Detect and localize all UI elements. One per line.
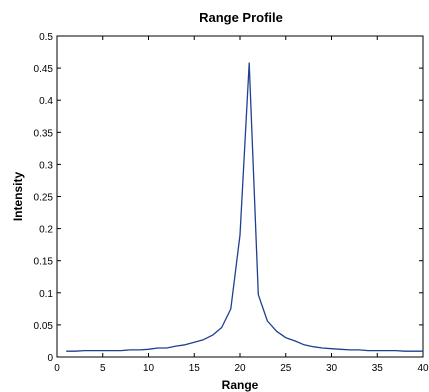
- y-tick-label: 0.15: [34, 257, 54, 268]
- y-tick-label: 0.5: [39, 32, 53, 43]
- x-tick-label: 10: [143, 363, 155, 374]
- y-tick-label: 0.1: [39, 289, 53, 300]
- y-tick-label: 0.2: [39, 225, 53, 236]
- y-axis-label: Intensity: [11, 172, 25, 222]
- y-tick-label: 0.05: [34, 321, 54, 332]
- y-tick-label: 0: [47, 353, 53, 364]
- y-tick-label: 0.3: [39, 160, 53, 171]
- y-tick-label: 0.4: [39, 96, 53, 107]
- series-layer: [66, 62, 423, 352]
- x-tick-label: 20: [234, 363, 246, 374]
- x-axis-ticks: 0 5 10 15 20 25 30 35 40: [54, 36, 429, 374]
- x-axis-label: Range: [222, 378, 259, 392]
- x-tick-label: 15: [189, 363, 201, 374]
- x-tick-label: 35: [372, 363, 384, 374]
- y-axis-ticks: 0 0.05 0.1 0.15 0.2 0.25 0.3 0.35 0.4 0.45 0.5: [34, 32, 423, 364]
- x-tick-label: 25: [280, 363, 292, 374]
- y-tick-label: 0.25: [34, 193, 54, 204]
- chart-title: Range Profile: [199, 10, 283, 25]
- x-tick-label: 5: [100, 363, 106, 374]
- x-tick-label: 40: [417, 363, 429, 374]
- x-tick-label: 30: [326, 363, 338, 374]
- y-tick-label: 0.45: [34, 64, 54, 75]
- y-tick-label: 0.35: [34, 128, 54, 139]
- plot-area-frame: [56, 35, 424, 358]
- x-tick-label: 0: [54, 363, 60, 374]
- series-line: [66, 62, 423, 352]
